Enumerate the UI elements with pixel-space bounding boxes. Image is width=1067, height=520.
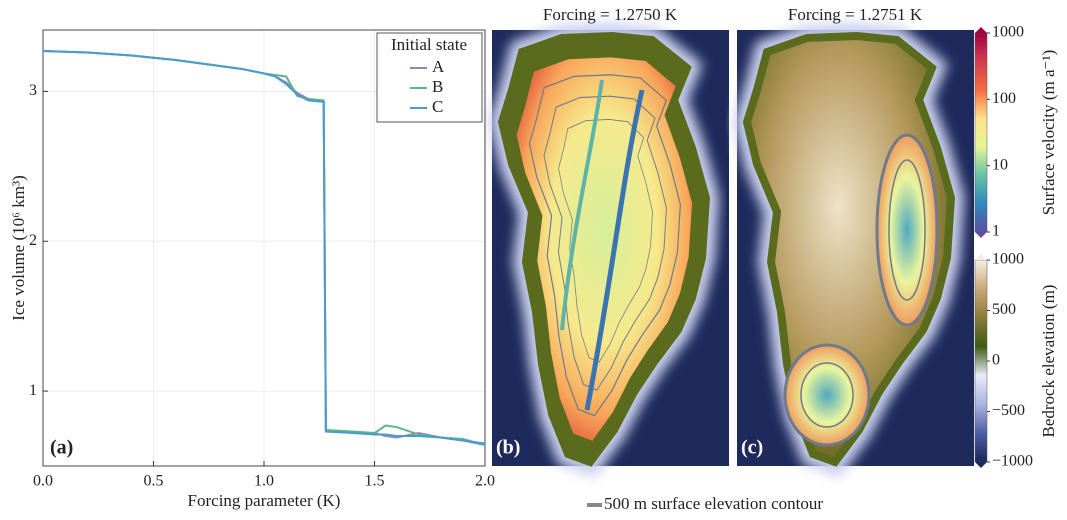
y-tick-label: 1 [29, 382, 37, 399]
x-tick-label: 0.0 [33, 473, 53, 490]
x-tick-label: 2.0 [475, 473, 495, 490]
colorbar-cap [975, 232, 987, 238]
y-tick-label: 2 [29, 232, 37, 249]
colorbar-tick-label: 100 [992, 90, 1016, 107]
colorbar [974, 32, 988, 233]
y-tick-label: 3 [29, 82, 37, 99]
y-axis-label: Ice volume (10⁶ km³) [9, 175, 28, 321]
map-b [492, 30, 729, 466]
colorbar-cap [975, 27, 987, 33]
line [42, 49, 486, 445]
colorbar-tick-label: 1000 [992, 24, 1024, 41]
colorbar-cap [975, 254, 987, 260]
colorbar-tick-label: 1 [992, 223, 1000, 240]
plot-frame [42, 29, 486, 467]
map-title: Forcing = 1.2751 K [788, 5, 923, 24]
colorbar [974, 259, 988, 463]
legend-label: A [432, 57, 445, 76]
panel-label: (c) [741, 437, 763, 459]
x-tick-label: 1.5 [365, 473, 385, 490]
legend-label: C [432, 97, 443, 116]
colorbar-label: Bedrock elevation (m) [1039, 285, 1058, 438]
legend-label: B [432, 77, 443, 96]
panel-label: (b) [496, 437, 520, 459]
map-title: Forcing = 1.2750 K [543, 5, 678, 24]
legend-box [376, 32, 483, 123]
colorbar-tick-label: 500 [992, 301, 1016, 318]
colorbar-tick-label: −1000 [992, 453, 1033, 470]
x-tick-label: 0.5 [144, 473, 164, 490]
panel-label: (a) [50, 437, 73, 459]
colorbar-label: Surface velocity (m a⁻¹) [1039, 50, 1058, 216]
colorbar-tick-label: 1000 [992, 251, 1024, 268]
colorbar-tick-label: −500 [992, 402, 1025, 419]
map-c [737, 30, 974, 466]
contour-legend: 500 m surface elevation contour [604, 494, 823, 513]
colorbar-tick-label: 0 [992, 352, 1000, 369]
x-axis-label: Forcing parameter (K) [188, 491, 341, 510]
legend-title: Initial state [391, 35, 467, 54]
colorbar-cap [975, 462, 987, 468]
colorbar-tick-label: 10 [992, 156, 1008, 173]
x-tick-label: 1.0 [254, 473, 274, 490]
